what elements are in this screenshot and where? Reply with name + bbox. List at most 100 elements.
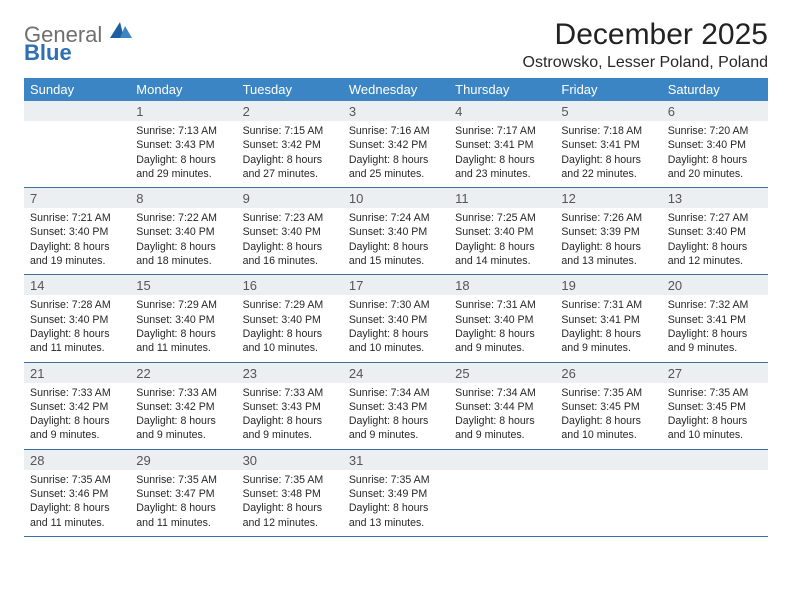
sunrise-line: Sunrise: 7:25 AM — [455, 211, 549, 225]
day-number-row: 16 — [237, 275, 343, 295]
calendar-cell: 5Sunrise: 7:18 AMSunset: 3:41 PMDaylight… — [555, 101, 661, 188]
day-number: 18 — [449, 275, 555, 295]
sunset-line: Sunset: 3:47 PM — [136, 487, 230, 501]
day-number-row: 31 — [343, 450, 449, 470]
sunset-line: Sunset: 3:43 PM — [349, 400, 443, 414]
sunrise-line: Sunrise: 7:24 AM — [349, 211, 443, 225]
sunset-line: Sunset: 3:39 PM — [561, 225, 655, 239]
day-header: Tuesday — [237, 78, 343, 101]
sunset-line: Sunset: 3:44 PM — [455, 400, 549, 414]
sunset-line: Sunset: 3:40 PM — [349, 225, 443, 239]
sunrise-line: Sunrise: 7:35 AM — [668, 386, 762, 400]
day-number-row: 15 — [130, 275, 236, 295]
daylight-line: Daylight: 8 hours and 10 minutes. — [349, 327, 443, 356]
day-details: Sunrise: 7:18 AMSunset: 3:41 PMDaylight:… — [555, 121, 661, 187]
day-number-row: 11 — [449, 188, 555, 208]
sunrise-line: Sunrise: 7:13 AM — [136, 124, 230, 138]
calendar-cell: 28Sunrise: 7:35 AMSunset: 3:46 PMDayligh… — [24, 449, 130, 536]
day-header: Monday — [130, 78, 236, 101]
sunrise-line: Sunrise: 7:33 AM — [136, 386, 230, 400]
calendar-table: SundayMondayTuesdayWednesdayThursdayFrid… — [24, 78, 768, 537]
calendar-body: 1Sunrise: 7:13 AMSunset: 3:43 PMDaylight… — [24, 101, 768, 536]
sunrise-line: Sunrise: 7:28 AM — [30, 298, 124, 312]
calendar-cell: 2Sunrise: 7:15 AMSunset: 3:42 PMDaylight… — [237, 101, 343, 188]
daylight-line: Daylight: 8 hours and 27 minutes. — [243, 153, 337, 182]
day-number: 17 — [343, 275, 449, 295]
day-number: 3 — [343, 101, 449, 121]
daylight-line: Daylight: 8 hours and 9 minutes. — [668, 327, 762, 356]
sunset-line: Sunset: 3:43 PM — [243, 400, 337, 414]
day-details: Sunrise: 7:25 AMSunset: 3:40 PMDaylight:… — [449, 208, 555, 274]
day-details: Sunrise: 7:32 AMSunset: 3:41 PMDaylight:… — [662, 295, 768, 361]
day-number: 12 — [555, 188, 661, 208]
daylight-line: Daylight: 8 hours and 9 minutes. — [243, 414, 337, 443]
day-header: Thursday — [449, 78, 555, 101]
day-details: Sunrise: 7:33 AMSunset: 3:42 PMDaylight:… — [24, 383, 130, 449]
day-number-row: 21 — [24, 363, 130, 383]
day-number: 13 — [662, 188, 768, 208]
day-number-row: 13 — [662, 188, 768, 208]
day-details: Sunrise: 7:31 AMSunset: 3:40 PMDaylight:… — [449, 295, 555, 361]
sunrise-line: Sunrise: 7:35 AM — [243, 473, 337, 487]
calendar-week: 1Sunrise: 7:13 AMSunset: 3:43 PMDaylight… — [24, 101, 768, 188]
page: General Blue December 2025 Ostrowsko, Le… — [0, 0, 792, 537]
sunset-line: Sunset: 3:49 PM — [349, 487, 443, 501]
sunset-line: Sunset: 3:42 PM — [243, 138, 337, 152]
day-number-row: 17 — [343, 275, 449, 295]
day-header-row: SundayMondayTuesdayWednesdayThursdayFrid… — [24, 78, 768, 101]
daylight-line: Daylight: 8 hours and 23 minutes. — [455, 153, 549, 182]
sunset-line: Sunset: 3:40 PM — [136, 313, 230, 327]
day-number: 20 — [662, 275, 768, 295]
sunset-line: Sunset: 3:41 PM — [561, 313, 655, 327]
daylight-line: Daylight: 8 hours and 9 minutes. — [136, 414, 230, 443]
sunrise-line: Sunrise: 7:30 AM — [349, 298, 443, 312]
day-number-row: 26 — [555, 363, 661, 383]
day-number: 15 — [130, 275, 236, 295]
calendar-week: 28Sunrise: 7:35 AMSunset: 3:46 PMDayligh… — [24, 449, 768, 536]
daylight-line: Daylight: 8 hours and 20 minutes. — [668, 153, 762, 182]
sunset-line: Sunset: 3:48 PM — [243, 487, 337, 501]
day-details: Sunrise: 7:35 AMSunset: 3:48 PMDaylight:… — [237, 470, 343, 536]
calendar-cell: 22Sunrise: 7:33 AMSunset: 3:42 PMDayligh… — [130, 362, 236, 449]
day-number-row: 2 — [237, 101, 343, 121]
day-header: Wednesday — [343, 78, 449, 101]
calendar-cell — [24, 101, 130, 188]
sunrise-line: Sunrise: 7:29 AM — [136, 298, 230, 312]
calendar-cell: 7Sunrise: 7:21 AMSunset: 3:40 PMDaylight… — [24, 188, 130, 275]
sunrise-line: Sunrise: 7:35 AM — [30, 473, 124, 487]
calendar-cell — [662, 449, 768, 536]
day-number-row — [24, 101, 130, 121]
sunset-line: Sunset: 3:43 PM — [136, 138, 230, 152]
day-number-row: 12 — [555, 188, 661, 208]
calendar-cell: 6Sunrise: 7:20 AMSunset: 3:40 PMDaylight… — [662, 101, 768, 188]
day-details: Sunrise: 7:35 AMSunset: 3:45 PMDaylight:… — [555, 383, 661, 449]
calendar-cell: 12Sunrise: 7:26 AMSunset: 3:39 PMDayligh… — [555, 188, 661, 275]
day-details: Sunrise: 7:27 AMSunset: 3:40 PMDaylight:… — [662, 208, 768, 274]
sunrise-line: Sunrise: 7:31 AM — [561, 298, 655, 312]
daylight-line: Daylight: 8 hours and 13 minutes. — [561, 240, 655, 269]
day-number-row: 22 — [130, 363, 236, 383]
day-details: Sunrise: 7:34 AMSunset: 3:43 PMDaylight:… — [343, 383, 449, 449]
day-details: Sunrise: 7:30 AMSunset: 3:40 PMDaylight:… — [343, 295, 449, 361]
daylight-line: Daylight: 8 hours and 19 minutes. — [30, 240, 124, 269]
sunset-line: Sunset: 3:40 PM — [136, 225, 230, 239]
daylight-line: Daylight: 8 hours and 11 minutes. — [136, 327, 230, 356]
sunrise-line: Sunrise: 7:27 AM — [668, 211, 762, 225]
sunset-line: Sunset: 3:40 PM — [243, 225, 337, 239]
sunrise-line: Sunrise: 7:35 AM — [349, 473, 443, 487]
day-details: Sunrise: 7:20 AMSunset: 3:40 PMDaylight:… — [662, 121, 768, 187]
day-number: 24 — [343, 363, 449, 383]
daylight-line: Daylight: 8 hours and 13 minutes. — [349, 501, 443, 530]
day-number: 30 — [237, 450, 343, 470]
day-number — [662, 450, 768, 470]
day-number-row: 7 — [24, 188, 130, 208]
location: Ostrowsko, Lesser Poland, Poland — [523, 54, 768, 72]
day-number-row: 6 — [662, 101, 768, 121]
sunrise-line: Sunrise: 7:22 AM — [136, 211, 230, 225]
logo-text-block: General Blue — [24, 24, 132, 64]
sunset-line: Sunset: 3:42 PM — [349, 138, 443, 152]
day-details: Sunrise: 7:33 AMSunset: 3:43 PMDaylight:… — [237, 383, 343, 449]
day-number-row: 14 — [24, 275, 130, 295]
daylight-line: Daylight: 8 hours and 14 minutes. — [455, 240, 549, 269]
calendar-cell: 3Sunrise: 7:16 AMSunset: 3:42 PMDaylight… — [343, 101, 449, 188]
